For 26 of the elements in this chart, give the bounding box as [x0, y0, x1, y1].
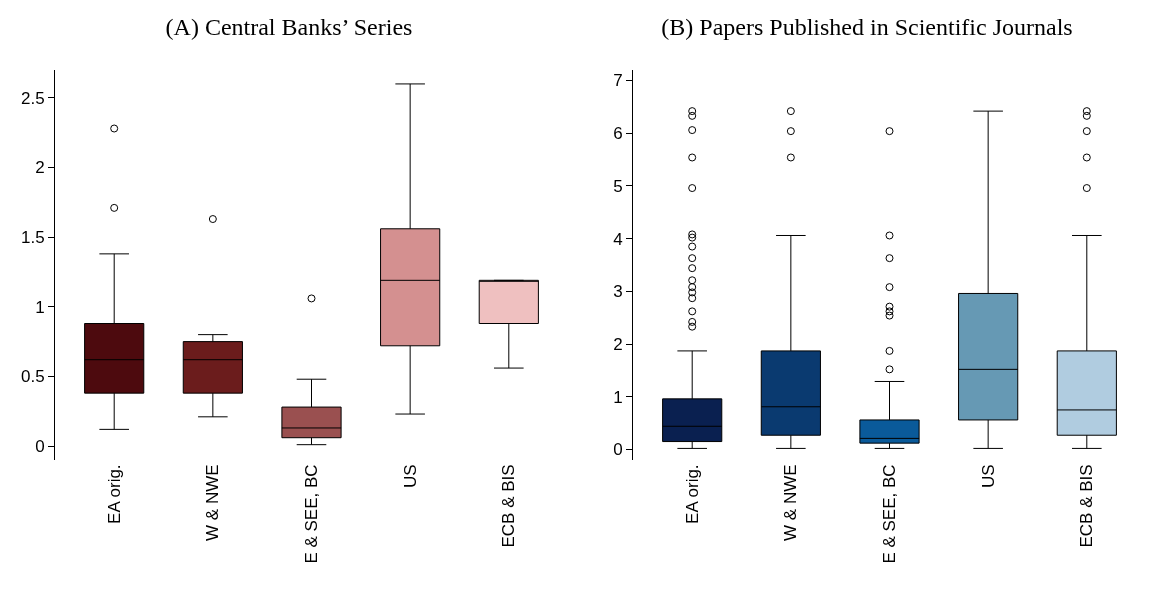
y-tick-label: 2.5 — [20, 88, 45, 108]
y-tick-label: 5 — [613, 176, 623, 196]
y-tick-label: 0 — [613, 440, 623, 460]
x-tick-label: ECB & BIS — [499, 464, 519, 548]
x-tick-label: ECB & BIS — [1077, 464, 1097, 548]
chart-title: (B) Papers Published in Scientific Journals — [661, 14, 1073, 41]
y-tick-label: 1 — [613, 387, 623, 407]
y-tick-label: 0.5 — [20, 367, 45, 387]
y-tick-label: 4 — [613, 229, 623, 249]
y-tick-label: 0 — [35, 437, 45, 457]
y-tick-label: 1.5 — [20, 228, 45, 248]
x-tick-label: E & SEE, BC — [302, 464, 322, 564]
y-tick-label: 7 — [613, 71, 623, 91]
x-tick-label: US — [400, 464, 420, 489]
y-tick-label: 2 — [613, 335, 623, 354]
y-tick-label: 3 — [613, 282, 623, 302]
x-tick-label: US — [978, 464, 998, 489]
y-tick-label: 2 — [35, 158, 45, 178]
x-tick-label: W & NWE — [203, 464, 223, 541]
chart-title: (A) Central Banks’ Series — [165, 14, 413, 41]
x-tick-label: E & SEE, BC — [880, 464, 900, 564]
x-tick-label: EA orig. — [682, 464, 702, 524]
x-tick-label: W & NWE — [781, 464, 801, 541]
x-tick-label: EA orig. — [104, 464, 124, 524]
y-tick-label: 1 — [35, 297, 45, 317]
y-tick-label: 6 — [613, 124, 623, 144]
